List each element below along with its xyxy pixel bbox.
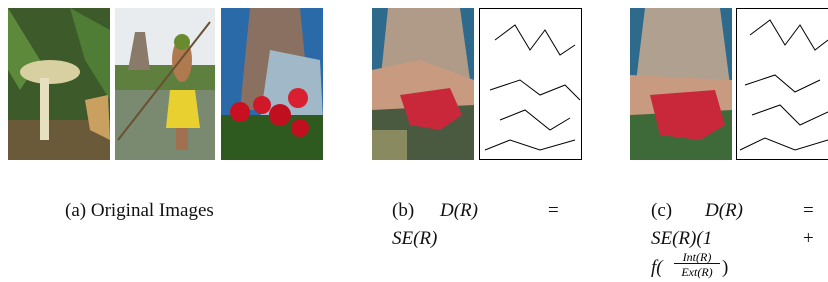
caption-part: D(R) <box>440 201 478 220</box>
caption-part: SE(R) <box>392 229 437 248</box>
image-segmentation-b <box>372 8 474 160</box>
caption-text: Original Images <box>91 200 214 221</box>
caption-part: ) <box>722 258 728 277</box>
caption-part: = <box>548 201 559 220</box>
caption-part: D(R) <box>705 201 743 220</box>
fraction-numerator: Int(R) <box>674 251 720 264</box>
panel-label: (c) <box>651 201 672 220</box>
figure: (a) Original Images (b) D(R) = SE(R) (c)… <box>0 0 828 282</box>
image-edges-b <box>480 9 582 160</box>
caption-part: SE(R)(1 <box>651 229 712 248</box>
image-tulips <box>221 8 323 160</box>
panel-label: (b) <box>392 201 414 220</box>
image-edges-c <box>737 9 828 160</box>
caption-part: = <box>803 201 814 220</box>
image-mushroom <box>8 8 110 160</box>
caption-a: (a) Original Images <box>65 201 214 220</box>
figure-images <box>0 0 828 180</box>
image-segmentation-c <box>630 8 732 160</box>
caption-part: + <box>803 229 814 248</box>
fraction-denominator: Ext(R) <box>674 266 720 278</box>
panel-label: (a) <box>65 200 86 221</box>
image-dancer <box>115 8 215 160</box>
caption-part: f( <box>651 258 663 277</box>
